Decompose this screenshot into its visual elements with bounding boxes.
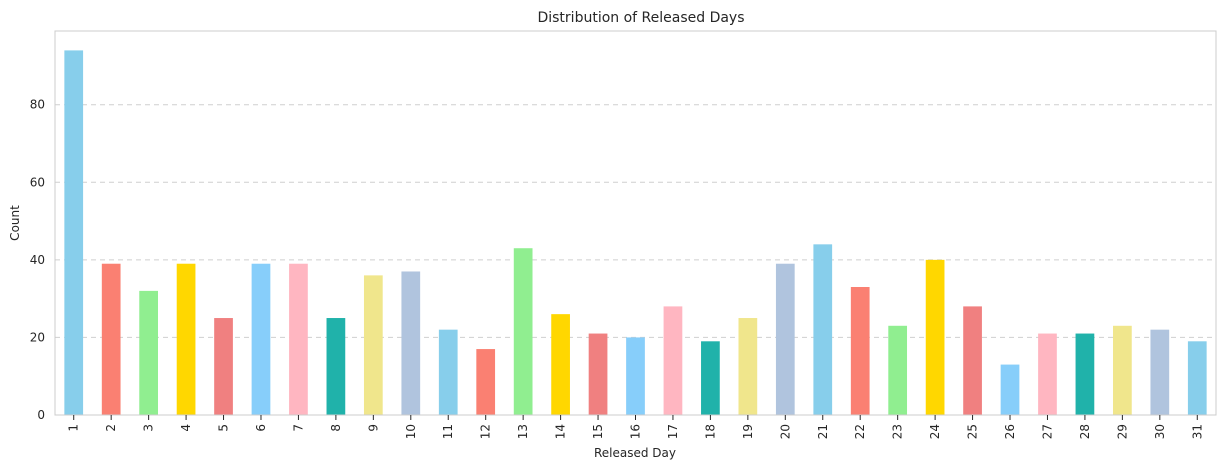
- x-tick-label: 7: [291, 424, 305, 432]
- bar-day-24: [925, 259, 945, 415]
- x-tick-label: 24: [928, 424, 942, 439]
- bar-day-9: [363, 275, 383, 415]
- x-tick-label: 10: [404, 424, 418, 439]
- bar-day-4: [176, 263, 196, 415]
- x-tick-label: 12: [479, 424, 493, 439]
- y-tick-layer: 0 20 40 60 80: [30, 98, 45, 422]
- x-axis-label: Released Day: [594, 446, 676, 460]
- grid-layer: [55, 104, 1216, 338]
- bar-day-21: [813, 244, 833, 415]
- x-tick-label: 18: [703, 424, 717, 439]
- bar-day-22: [850, 287, 870, 415]
- x-tick-label: 6: [254, 424, 268, 432]
- x-tick-label: 22: [853, 424, 867, 439]
- x-tick-label: 11: [441, 424, 455, 439]
- y-tick-label: 60: [30, 175, 45, 189]
- bar-day-28: [1075, 333, 1095, 415]
- x-tick-label: 16: [629, 424, 643, 439]
- bar-day-26: [1000, 364, 1020, 415]
- bar-day-16: [626, 337, 645, 415]
- x-tick-label: 4: [179, 424, 193, 432]
- chart-title: Distribution of Released Days: [537, 10, 744, 26]
- y-tick-label: 80: [30, 98, 45, 112]
- bar-day-17: [663, 306, 683, 415]
- bar-day-25: [963, 306, 982, 415]
- bar-day-1: [64, 50, 84, 415]
- bar-day-23: [888, 325, 908, 415]
- x-tick-label: 17: [666, 424, 680, 439]
- bar-day-19: [738, 318, 758, 415]
- bar-day-5: [214, 318, 233, 415]
- bar-day-14: [551, 314, 570, 415]
- x-tick-label: 31: [1190, 424, 1204, 439]
- bar-day-29: [1113, 325, 1132, 415]
- x-tick-label: 8: [329, 424, 343, 432]
- bar-day-7: [289, 263, 308, 415]
- y-tick-label: 0: [37, 408, 45, 422]
- bar-day-6: [251, 263, 271, 415]
- x-tick-label: 30: [1153, 424, 1167, 439]
- x-tick-label: 29: [1115, 424, 1129, 439]
- x-tick-label: 14: [554, 424, 568, 439]
- x-tick-label: 1: [67, 424, 81, 432]
- bar-day-10: [401, 271, 421, 415]
- bar-day-3: [139, 290, 158, 415]
- x-tick-label: 9: [366, 424, 380, 432]
- x-tick-label: 26: [1003, 424, 1017, 439]
- bar-day-27: [1038, 333, 1057, 415]
- x-tick-label: 2: [104, 424, 118, 432]
- y-axis-label: Count: [8, 205, 22, 241]
- x-tick-label: 27: [1040, 424, 1054, 439]
- bar-day-13: [513, 248, 533, 415]
- x-tick-label: 3: [142, 424, 156, 432]
- x-tick-label: 23: [891, 424, 905, 439]
- bar-day-2: [101, 263, 121, 415]
- bar-day-11: [438, 329, 458, 415]
- bar-day-15: [588, 333, 608, 415]
- x-tick-label: 25: [966, 424, 980, 439]
- x-tick-label: 5: [217, 424, 231, 432]
- x-tick-label: 15: [591, 424, 605, 439]
- x-tick-layer: 1 2 3 4 5 6 7 8 9 10 11 12 13 14 15 16 17 18 19 20 21 22 23 24 2…: [67, 415, 1204, 439]
- x-tick-label: 13: [516, 424, 530, 439]
- bar-day-20: [775, 263, 795, 415]
- bar-day-8: [326, 318, 346, 415]
- bar-layer: [64, 50, 1207, 415]
- y-tick-label: 20: [30, 330, 45, 344]
- bar-day-30: [1150, 329, 1170, 415]
- x-tick-label: 21: [816, 424, 830, 439]
- x-tick-label: 20: [778, 424, 792, 439]
- y-tick-label: 40: [30, 253, 45, 267]
- bar-day-12: [476, 349, 496, 415]
- bar-day-18: [701, 341, 720, 415]
- x-tick-label: 19: [741, 424, 755, 439]
- bar-day-31: [1187, 341, 1207, 415]
- x-tick-label: 28: [1078, 424, 1092, 439]
